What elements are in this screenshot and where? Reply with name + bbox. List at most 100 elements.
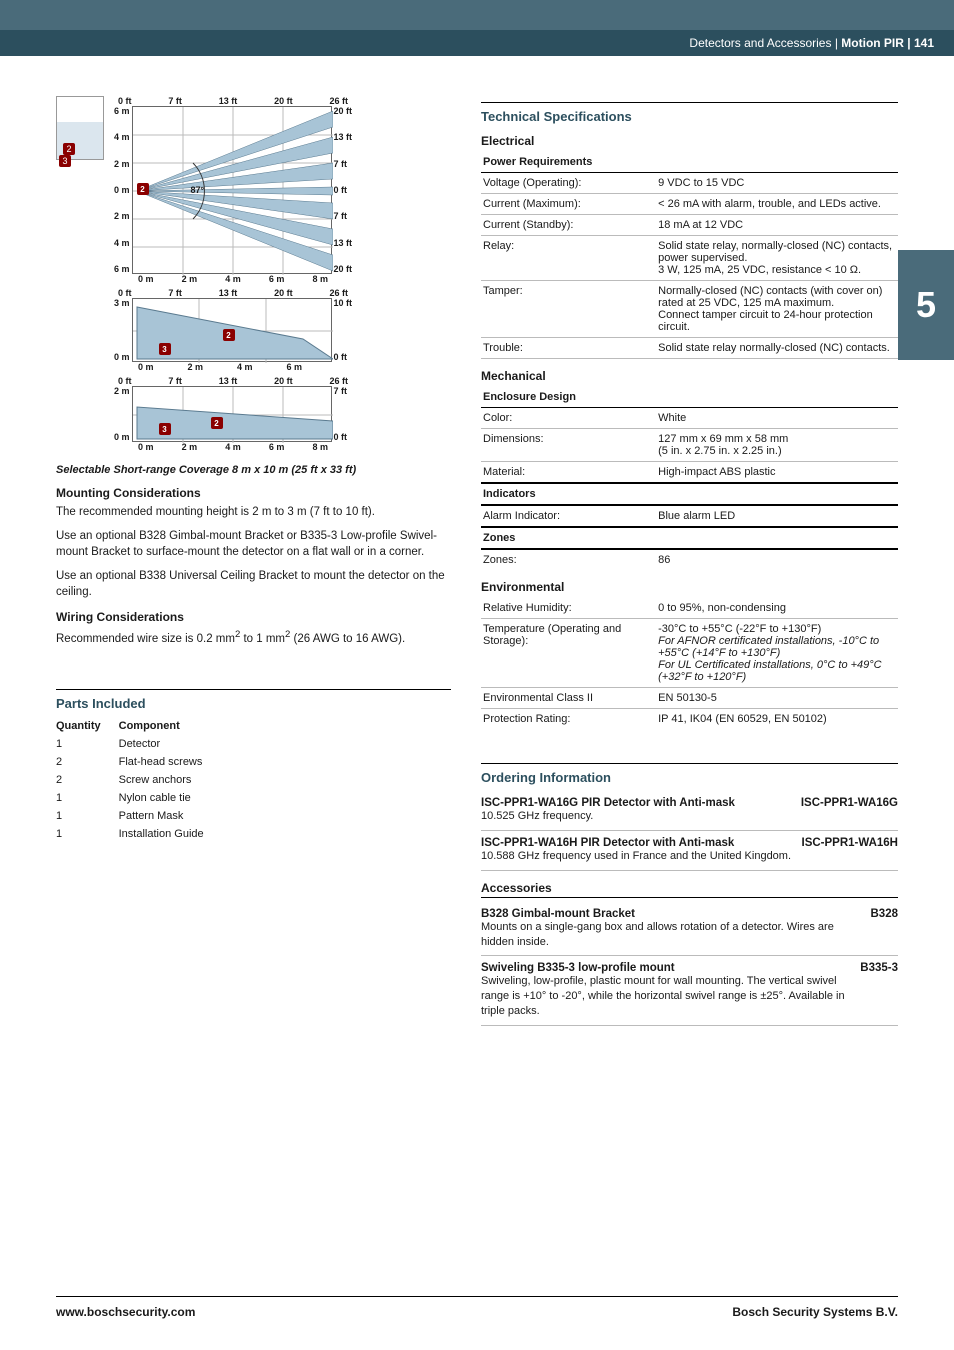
spec-row: Protection Rating:IP 41, IK04 (EN 60529,… xyxy=(481,709,898,730)
chart3-row: 2 m 0 m 3 2 7 ft xyxy=(114,386,352,442)
order-name: Swiveling B335-3 low-profile mount xyxy=(481,962,850,974)
environmental-title: Environmental xyxy=(481,580,898,594)
parts-row: 1Nylon cable tie xyxy=(56,789,222,807)
order-text: 10.525 GHz frequency. xyxy=(481,809,791,824)
tick: 0 m xyxy=(138,274,154,284)
order-name: ISC-PPR1-WA16G PIR Detector with Anti‑ma… xyxy=(481,797,791,809)
ordering-accessories: B328 Gimbal‑mount BracketMounts on a sin… xyxy=(481,902,898,1026)
spec-val: White xyxy=(656,408,898,429)
tick: 26 ft xyxy=(329,376,348,386)
parts-comp: Installation Guide xyxy=(119,825,222,843)
spec-power: Power Requirements Voltage (Operating):9… xyxy=(481,152,898,359)
tick: 2 m xyxy=(114,386,130,396)
zones-hdr: Zones xyxy=(481,527,898,549)
parts-row: 1Detector xyxy=(56,735,222,753)
tick: 0 m xyxy=(138,362,154,372)
tick: 26 ft xyxy=(329,96,348,106)
order-name: ISC-PPR1-WA16H PIR Detector with Anti‑ma… xyxy=(481,837,792,849)
page-footer: www.boschsecurity.com Bosch Security Sys… xyxy=(56,1296,898,1339)
spec-row: Relative Humidity:0 to 95%, non-condensi… xyxy=(481,598,898,619)
power-req-hdr: Power Requirements xyxy=(481,152,898,173)
tick: 7 ft xyxy=(168,376,182,386)
breadcrumb-page: 141 xyxy=(914,36,934,50)
order-desc: ISC-PPR1-WA16H PIR Detector with Anti‑ma… xyxy=(481,837,792,864)
chart2-top: 0 ft 7 ft 13 ft 20 ft 26 ft xyxy=(114,288,352,298)
tick: 20 ft xyxy=(334,264,353,274)
tick: 0 ft xyxy=(118,376,132,386)
chart3-top: 0 ft 7 ft 13 ft 20 ft 26 ft xyxy=(114,376,352,386)
spec-key: Temperature (Operating and Storage): xyxy=(481,619,656,688)
parts-comp: Screw anchors xyxy=(119,771,222,789)
power-req-label: Power Requirements xyxy=(481,152,898,173)
tick: 13 ft xyxy=(334,132,353,142)
spec-row: Tamper:Normally-closed (NC) contacts (wi… xyxy=(481,281,898,338)
chart-2-wrap: 0 ft 7 ft 13 ft 20 ft 26 ft 3 m 0 m xyxy=(114,288,352,372)
tick: 13 ft xyxy=(219,96,238,106)
enc-body: Color:WhiteDimensions:127 mm x 69 mm x 5… xyxy=(481,408,898,484)
mechanical-title: Mechanical xyxy=(481,369,898,383)
ordering-items: ISC-PPR1-WA16G PIR Detector with Anti‑ma… xyxy=(481,791,898,871)
zones-body: Zones:86 xyxy=(481,549,898,570)
mounting-title: Mounting Considerations xyxy=(56,486,451,500)
chart1-badge: 2 xyxy=(137,183,149,195)
spec-key: Current (Standby): xyxy=(481,215,656,236)
tick: 6 m xyxy=(269,274,285,284)
indicators-hdr: Indicators xyxy=(481,483,898,505)
tick: 0 ft xyxy=(118,96,132,106)
tick: 20 ft xyxy=(334,106,353,116)
tick: 20 ft xyxy=(274,376,293,386)
parts-comp: Nylon cable tie xyxy=(119,789,222,807)
breadcrumb-sep2: | xyxy=(904,36,914,50)
spec-val: Blue alarm LED xyxy=(656,505,898,527)
spec-row: Zones:86 xyxy=(481,549,898,570)
parts-comp: Detector xyxy=(119,735,222,753)
spec-env: Relative Humidity:0 to 95%, non-condensi… xyxy=(481,598,898,729)
spec-val: Normally-closed (NC) contacts (with cove… xyxy=(656,281,898,338)
thumb-badge-3: 3 xyxy=(59,155,71,167)
spec-row: Current (Maximum):< 26 mA with alarm, tr… xyxy=(481,194,898,215)
thumb-badge-2: 2 xyxy=(63,143,75,155)
chart2-badge-2: 2 xyxy=(223,329,235,341)
order-desc: B328 Gimbal‑mount BracketMounts on a sin… xyxy=(481,908,861,950)
tick: 7 ft xyxy=(334,159,353,169)
tick: 3 m xyxy=(114,298,130,308)
tick: 0 m xyxy=(114,185,130,195)
spec-row: Alarm Indicator:Blue alarm LED xyxy=(481,505,898,527)
spec-row: Dimensions:127 mm x 69 mm x 58 mm(5 in. … xyxy=(481,429,898,462)
ordering-title: Ordering Information xyxy=(481,770,898,785)
chart1-right-ticks: 20 ft 13 ft 7 ft 0 ft 7 ft 13 ft 20 ft xyxy=(332,106,353,274)
mounting-p2: Use an optional B328 Gimbal-mount Bracke… xyxy=(56,528,451,560)
order-desc: Swiveling B335-3 low-profile mountSwivel… xyxy=(481,962,850,1019)
thumb-stack: 2 3 xyxy=(56,96,104,452)
tick: 7 ft xyxy=(168,288,182,298)
chart1: 87° 2 xyxy=(132,106,332,274)
tick: 4 m xyxy=(225,274,241,284)
tick: 20 ft xyxy=(274,288,293,298)
order-sku: B335-3 xyxy=(860,962,898,1019)
tick: 6 m xyxy=(114,106,130,116)
tick: 4 m xyxy=(114,132,130,142)
spec-val: 0 to 95%, non-condensing xyxy=(656,598,898,619)
spec-key: Voltage (Operating): xyxy=(481,173,656,194)
chart2-badge-3: 3 xyxy=(159,343,171,355)
spec-key: Color: xyxy=(481,408,656,429)
spec-val: Solid state relay normally-closed (NC) c… xyxy=(656,338,898,359)
ordering-rule-top xyxy=(481,763,898,764)
parts-table: Quantity Component 1Detector2Flat-head s… xyxy=(56,717,222,843)
parts-qty: 2 xyxy=(56,771,119,789)
ind-body: Alarm Indicator:Blue alarm LED xyxy=(481,505,898,527)
tick: 20 ft xyxy=(274,96,293,106)
parts-body: 1Detector2Flat-head screws2Screw anchors… xyxy=(56,735,222,843)
spec-key: Trouble: xyxy=(481,338,656,359)
spec-key: Alarm Indicator: xyxy=(481,505,656,527)
spec-val: 18 mA at 12 VDC xyxy=(656,215,898,236)
wiring-p1a: Recommended wire size is 0.2 mm xyxy=(56,633,235,645)
spec-row: Relay:Solid state relay, normally-closed… xyxy=(481,236,898,281)
chart2-right: 10 ft 0 ft xyxy=(332,298,353,362)
footer-right: Bosch Security Systems B.V. xyxy=(732,1305,898,1319)
wiring-p1c: (26 AWG to 16 AWG). xyxy=(290,633,405,645)
chart-1-wrap: 0 ft 7 ft 13 ft 20 ft 26 ft 6 m 4 m 2 m … xyxy=(114,96,352,284)
spec-enclosure: Enclosure Design Color:WhiteDimensions:1… xyxy=(481,387,898,570)
order-item: ISC-PPR1-WA16H PIR Detector with Anti‑ma… xyxy=(481,831,898,871)
chart2: 3 2 xyxy=(132,298,332,362)
